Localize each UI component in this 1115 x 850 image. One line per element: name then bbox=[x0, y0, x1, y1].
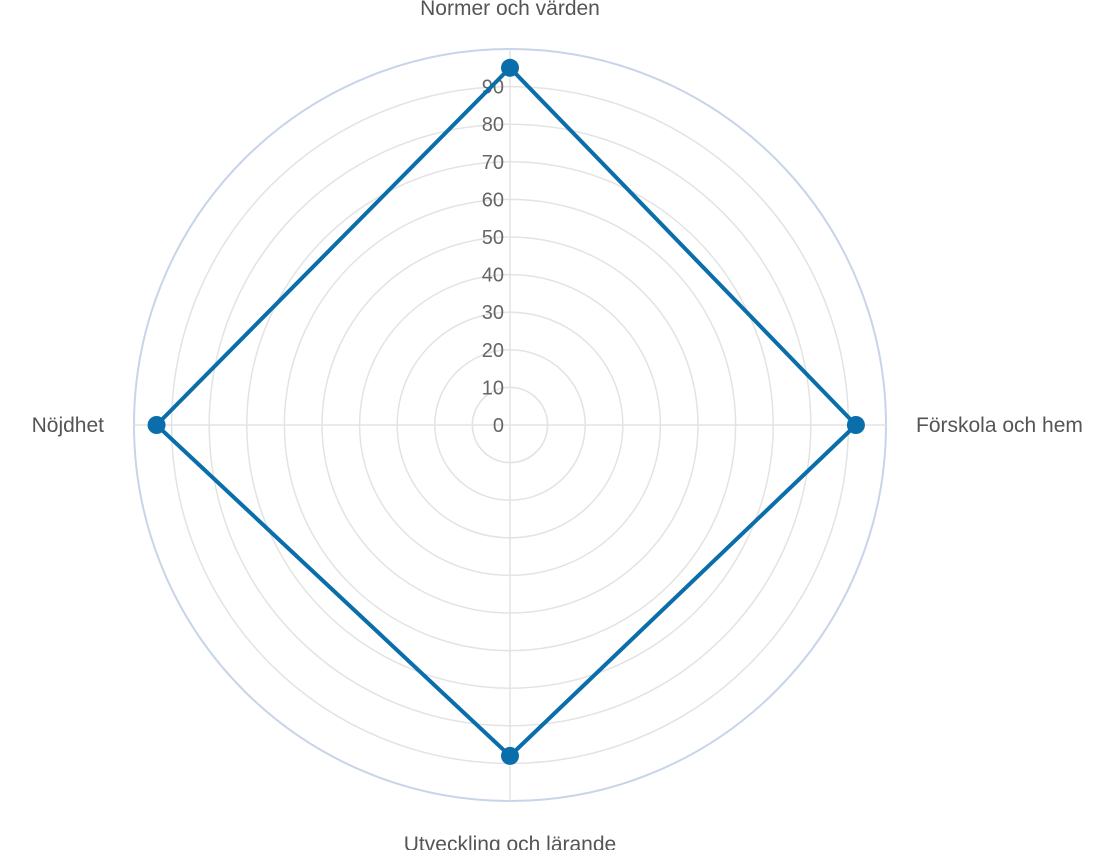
tick-label-10: 10 bbox=[482, 377, 504, 399]
tick-label-70: 70 bbox=[482, 152, 504, 174]
data-point-2[interactable] bbox=[501, 746, 519, 765]
category-label-3: Nöjdhet bbox=[32, 414, 105, 437]
category-label-1: Förskola och hem bbox=[916, 414, 1083, 437]
tick-label-0: 0 bbox=[493, 415, 504, 437]
tick-label-30: 30 bbox=[482, 302, 504, 324]
category-label-0: Normer och värden bbox=[420, 0, 600, 20]
tick-label-40: 40 bbox=[482, 265, 504, 287]
tick-label-60: 60 bbox=[482, 189, 504, 211]
tick-label-20: 20 bbox=[482, 340, 504, 362]
data-point-0[interactable] bbox=[501, 58, 519, 77]
tick-label-50: 50 bbox=[482, 227, 504, 249]
series-line-0 bbox=[154, 65, 858, 758]
data-point-3[interactable] bbox=[147, 416, 166, 434]
category-label-2: Utveckling och lärande bbox=[404, 833, 616, 850]
data-point-1[interactable] bbox=[846, 416, 865, 434]
tick-label-80: 80 bbox=[482, 114, 504, 136]
